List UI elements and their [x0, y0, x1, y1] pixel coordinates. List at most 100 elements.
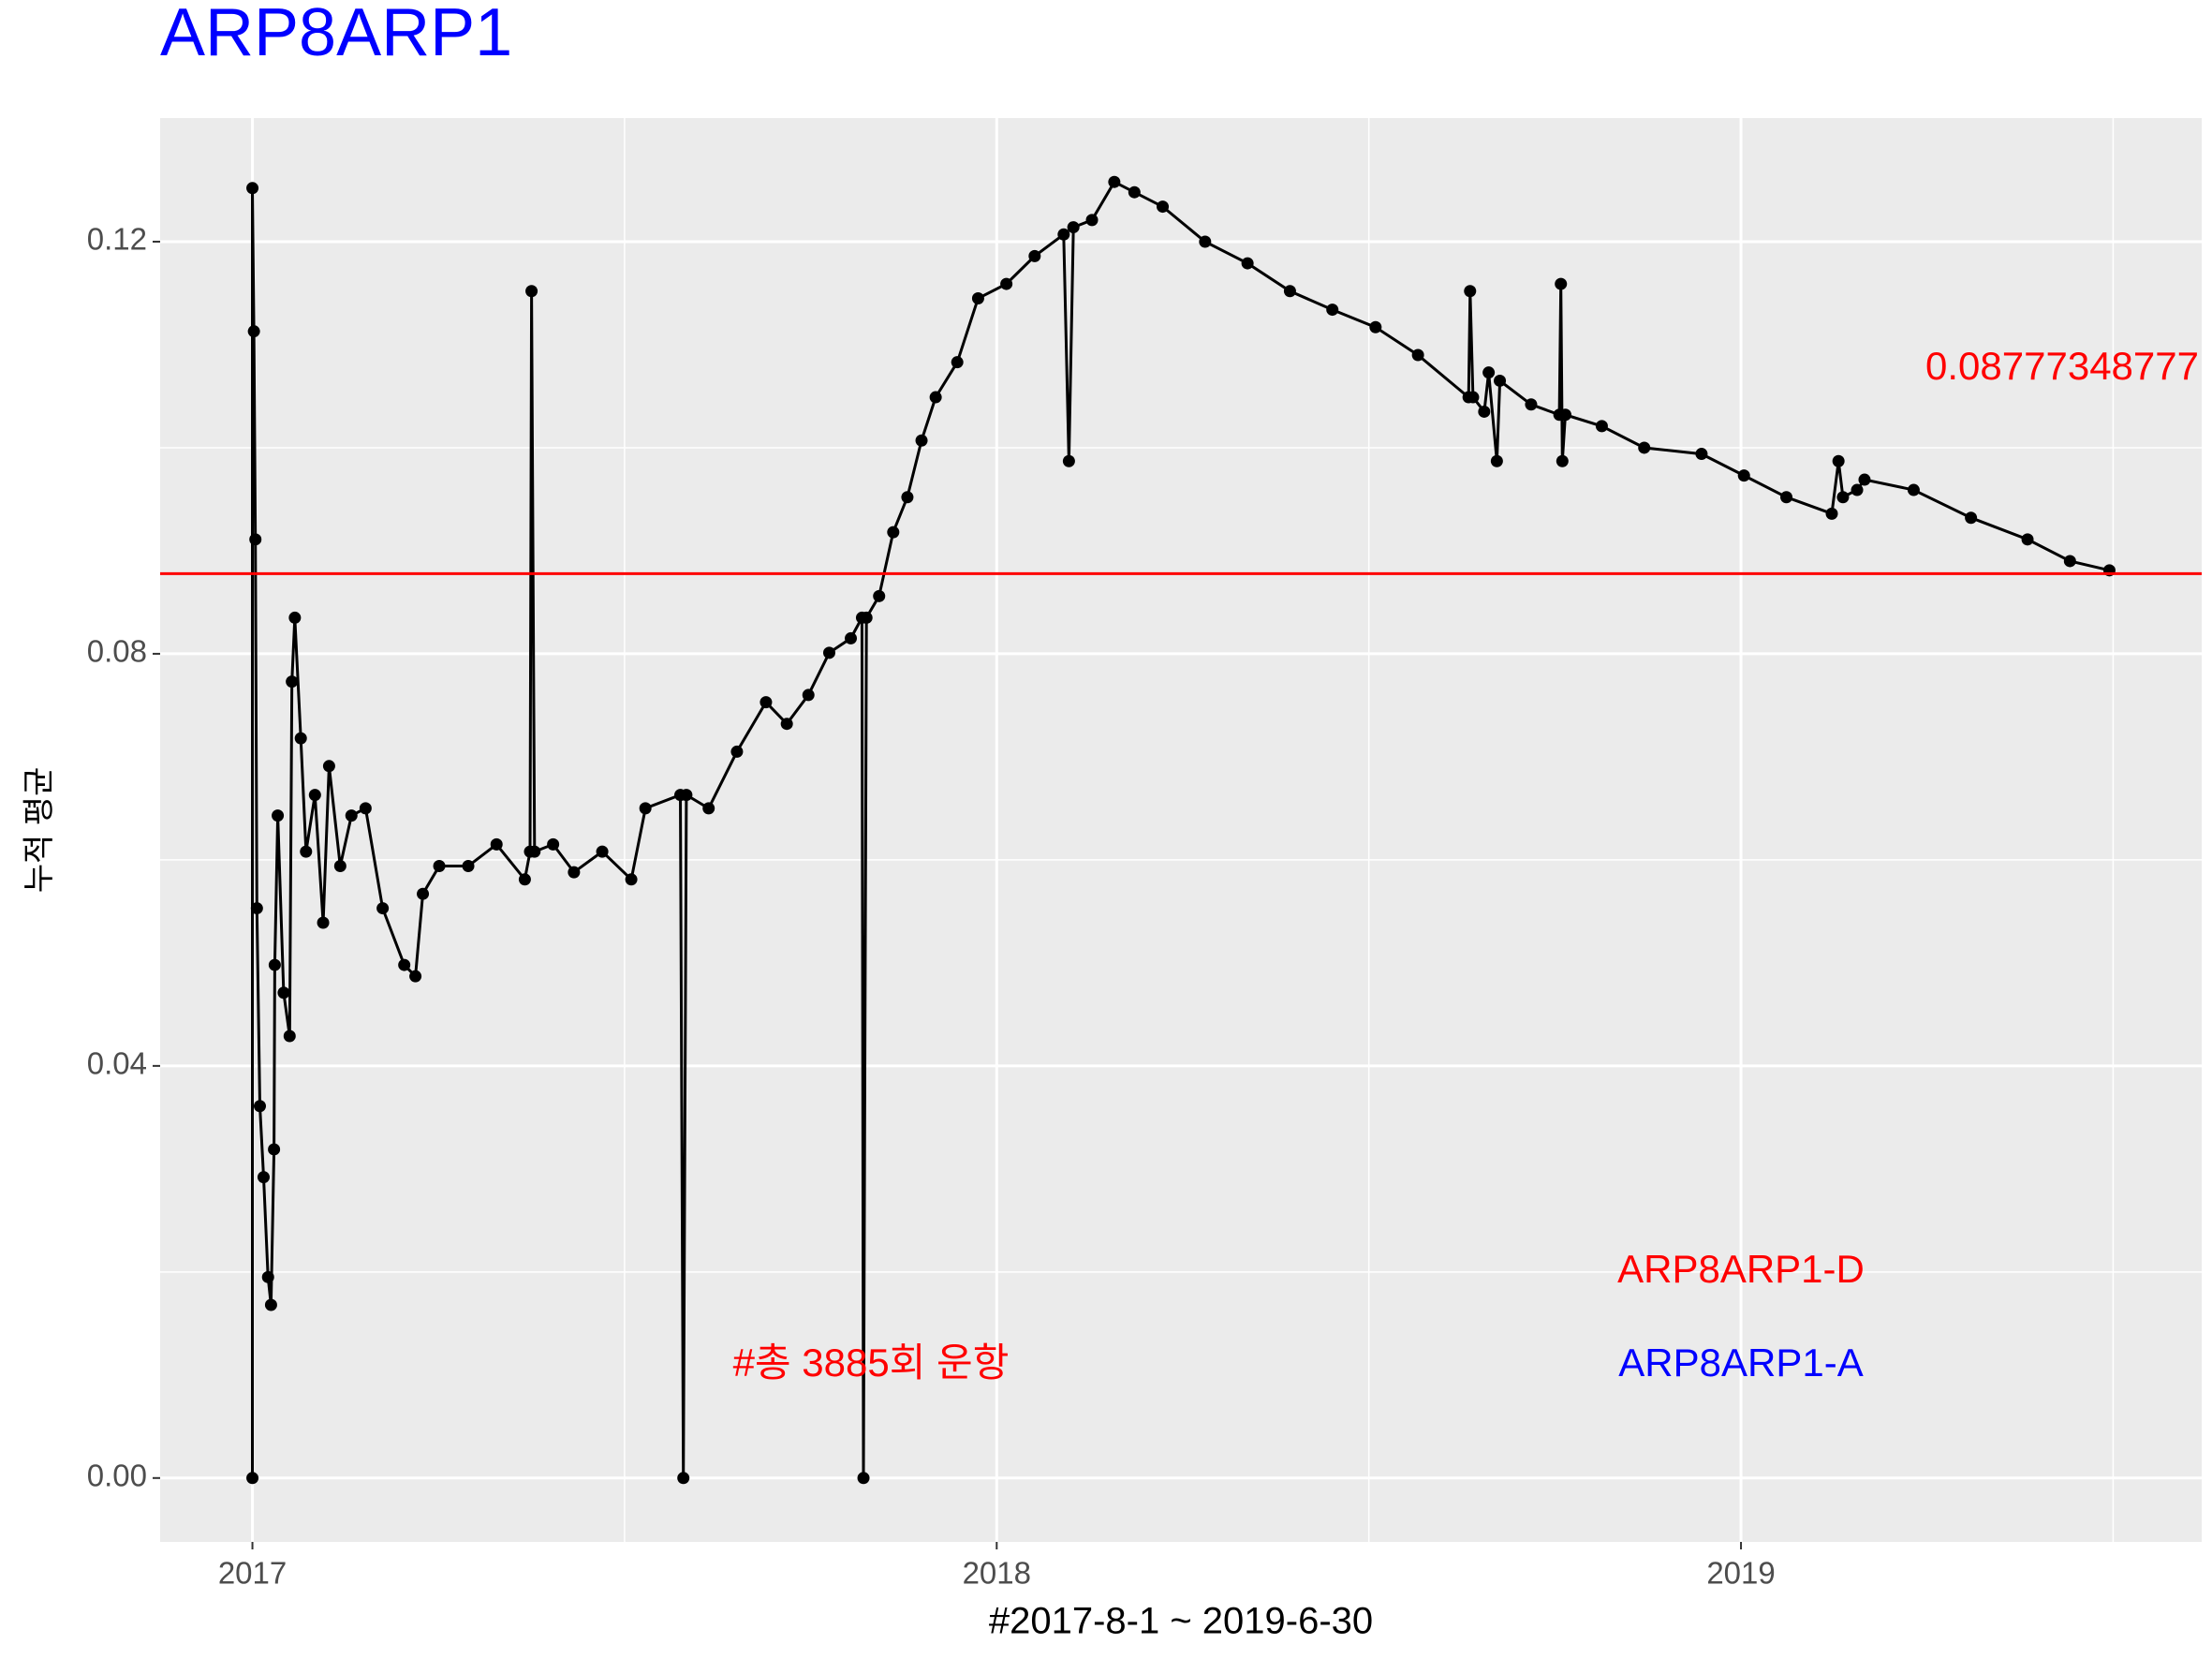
data-point: [345, 809, 358, 822]
data-point: [1369, 320, 1382, 333]
data-point: [1695, 448, 1708, 461]
data-point: [568, 866, 581, 879]
data-point: [1128, 185, 1141, 199]
data-point: [2021, 533, 2034, 546]
data-point: [359, 802, 372, 815]
data-point: [1737, 469, 1750, 482]
y-tick-label: 0.00: [87, 1459, 147, 1493]
data-point: [1556, 454, 1569, 467]
data-point: [901, 491, 914, 504]
x-axis-title: #2017-8-1 ~ 2019-6-30: [989, 1601, 1373, 1642]
data-point: [780, 718, 793, 731]
data-point: [547, 837, 560, 851]
data-point: [1965, 511, 1978, 525]
y-tick-label: 0.04: [87, 1046, 147, 1081]
data-point: [951, 356, 964, 369]
data-point: [1411, 348, 1424, 362]
data-point: [1490, 454, 1503, 467]
data-point: [759, 696, 773, 709]
data-point: [1108, 175, 1121, 188]
data-point: [1482, 366, 1496, 379]
data-point: [268, 958, 281, 971]
data-point: [1057, 228, 1070, 241]
data-point: [1028, 249, 1041, 262]
data-point: [2063, 555, 2076, 568]
data-point: [1478, 405, 1491, 418]
data-point: [625, 873, 638, 886]
data-point: [246, 1472, 259, 1485]
data-point: [1467, 391, 1480, 404]
data-point: [247, 325, 260, 338]
data-point: [971, 291, 984, 304]
data-point: [283, 1029, 296, 1043]
data-point: [1241, 257, 1254, 270]
data-point: [1062, 454, 1075, 467]
data-point: [249, 533, 262, 546]
data-point: [1326, 304, 1339, 317]
data-point: [409, 970, 422, 983]
data-point: [253, 1100, 266, 1113]
data-point: [1595, 420, 1608, 433]
data-point: [702, 802, 715, 815]
data-point: [294, 732, 307, 745]
data-point: [300, 845, 313, 858]
data-point: [376, 902, 390, 915]
data-point: [1555, 277, 1568, 290]
plot-panel: [160, 118, 2202, 1542]
data-point: [462, 859, 475, 872]
y-tick-label: 0.12: [87, 222, 147, 257]
data-point: [246, 182, 259, 195]
data-point: [398, 958, 411, 971]
data-point: [308, 789, 321, 802]
data-line: [251, 180, 2110, 1478]
y-axis-title: 누적 평균: [22, 767, 57, 894]
annotation: ARP8ARP1-D: [1617, 1247, 1865, 1291]
data-point: [596, 845, 609, 858]
data-point: [857, 1472, 870, 1485]
x-tick-label: 2019: [1706, 1556, 1775, 1591]
data-point: [1157, 200, 1170, 214]
data-point: [333, 859, 347, 872]
x-tick-label: 2017: [218, 1556, 287, 1591]
data-point: [1067, 221, 1080, 234]
data-point: [490, 837, 503, 851]
data-point: [525, 285, 538, 298]
data-point: [518, 873, 531, 886]
data-point: [1525, 398, 1538, 411]
data-point: [1832, 454, 1845, 467]
data-point: [887, 526, 900, 539]
data-point: [286, 675, 299, 689]
data-point: [272, 809, 285, 822]
data-point: [1780, 491, 1793, 504]
data-point: [264, 1298, 277, 1311]
annotation: ARP8ARP1-A: [1618, 1341, 1863, 1385]
data-point: [915, 434, 928, 447]
data-point: [1638, 441, 1651, 454]
data-point: [277, 986, 290, 1000]
data-point: [1858, 473, 1871, 486]
data-point: [1836, 491, 1850, 504]
data-point: [322, 760, 335, 773]
data-point: [288, 611, 302, 624]
data-point: [845, 631, 858, 644]
data-point: [873, 589, 886, 602]
data-point: [1085, 214, 1099, 227]
data-point: [1494, 374, 1507, 387]
chart-title: ARP8ARP1: [160, 0, 512, 70]
data-point: [1000, 277, 1013, 290]
data-point: [317, 916, 330, 929]
data-point: [528, 845, 541, 858]
data-point: [1825, 507, 1838, 520]
data-point: [929, 391, 942, 404]
data-point: [1464, 285, 1477, 298]
reference-label: 0.08777348777: [1925, 344, 2199, 388]
data-point: [677, 1472, 690, 1485]
data-point: [1558, 408, 1571, 422]
data-point: [1851, 483, 1864, 496]
data-point: [730, 745, 744, 758]
annotation: #총 3885회 운항: [733, 1341, 1010, 1385]
data-point: [802, 689, 815, 702]
data-point: [1907, 483, 1920, 496]
data-point: [417, 887, 430, 900]
